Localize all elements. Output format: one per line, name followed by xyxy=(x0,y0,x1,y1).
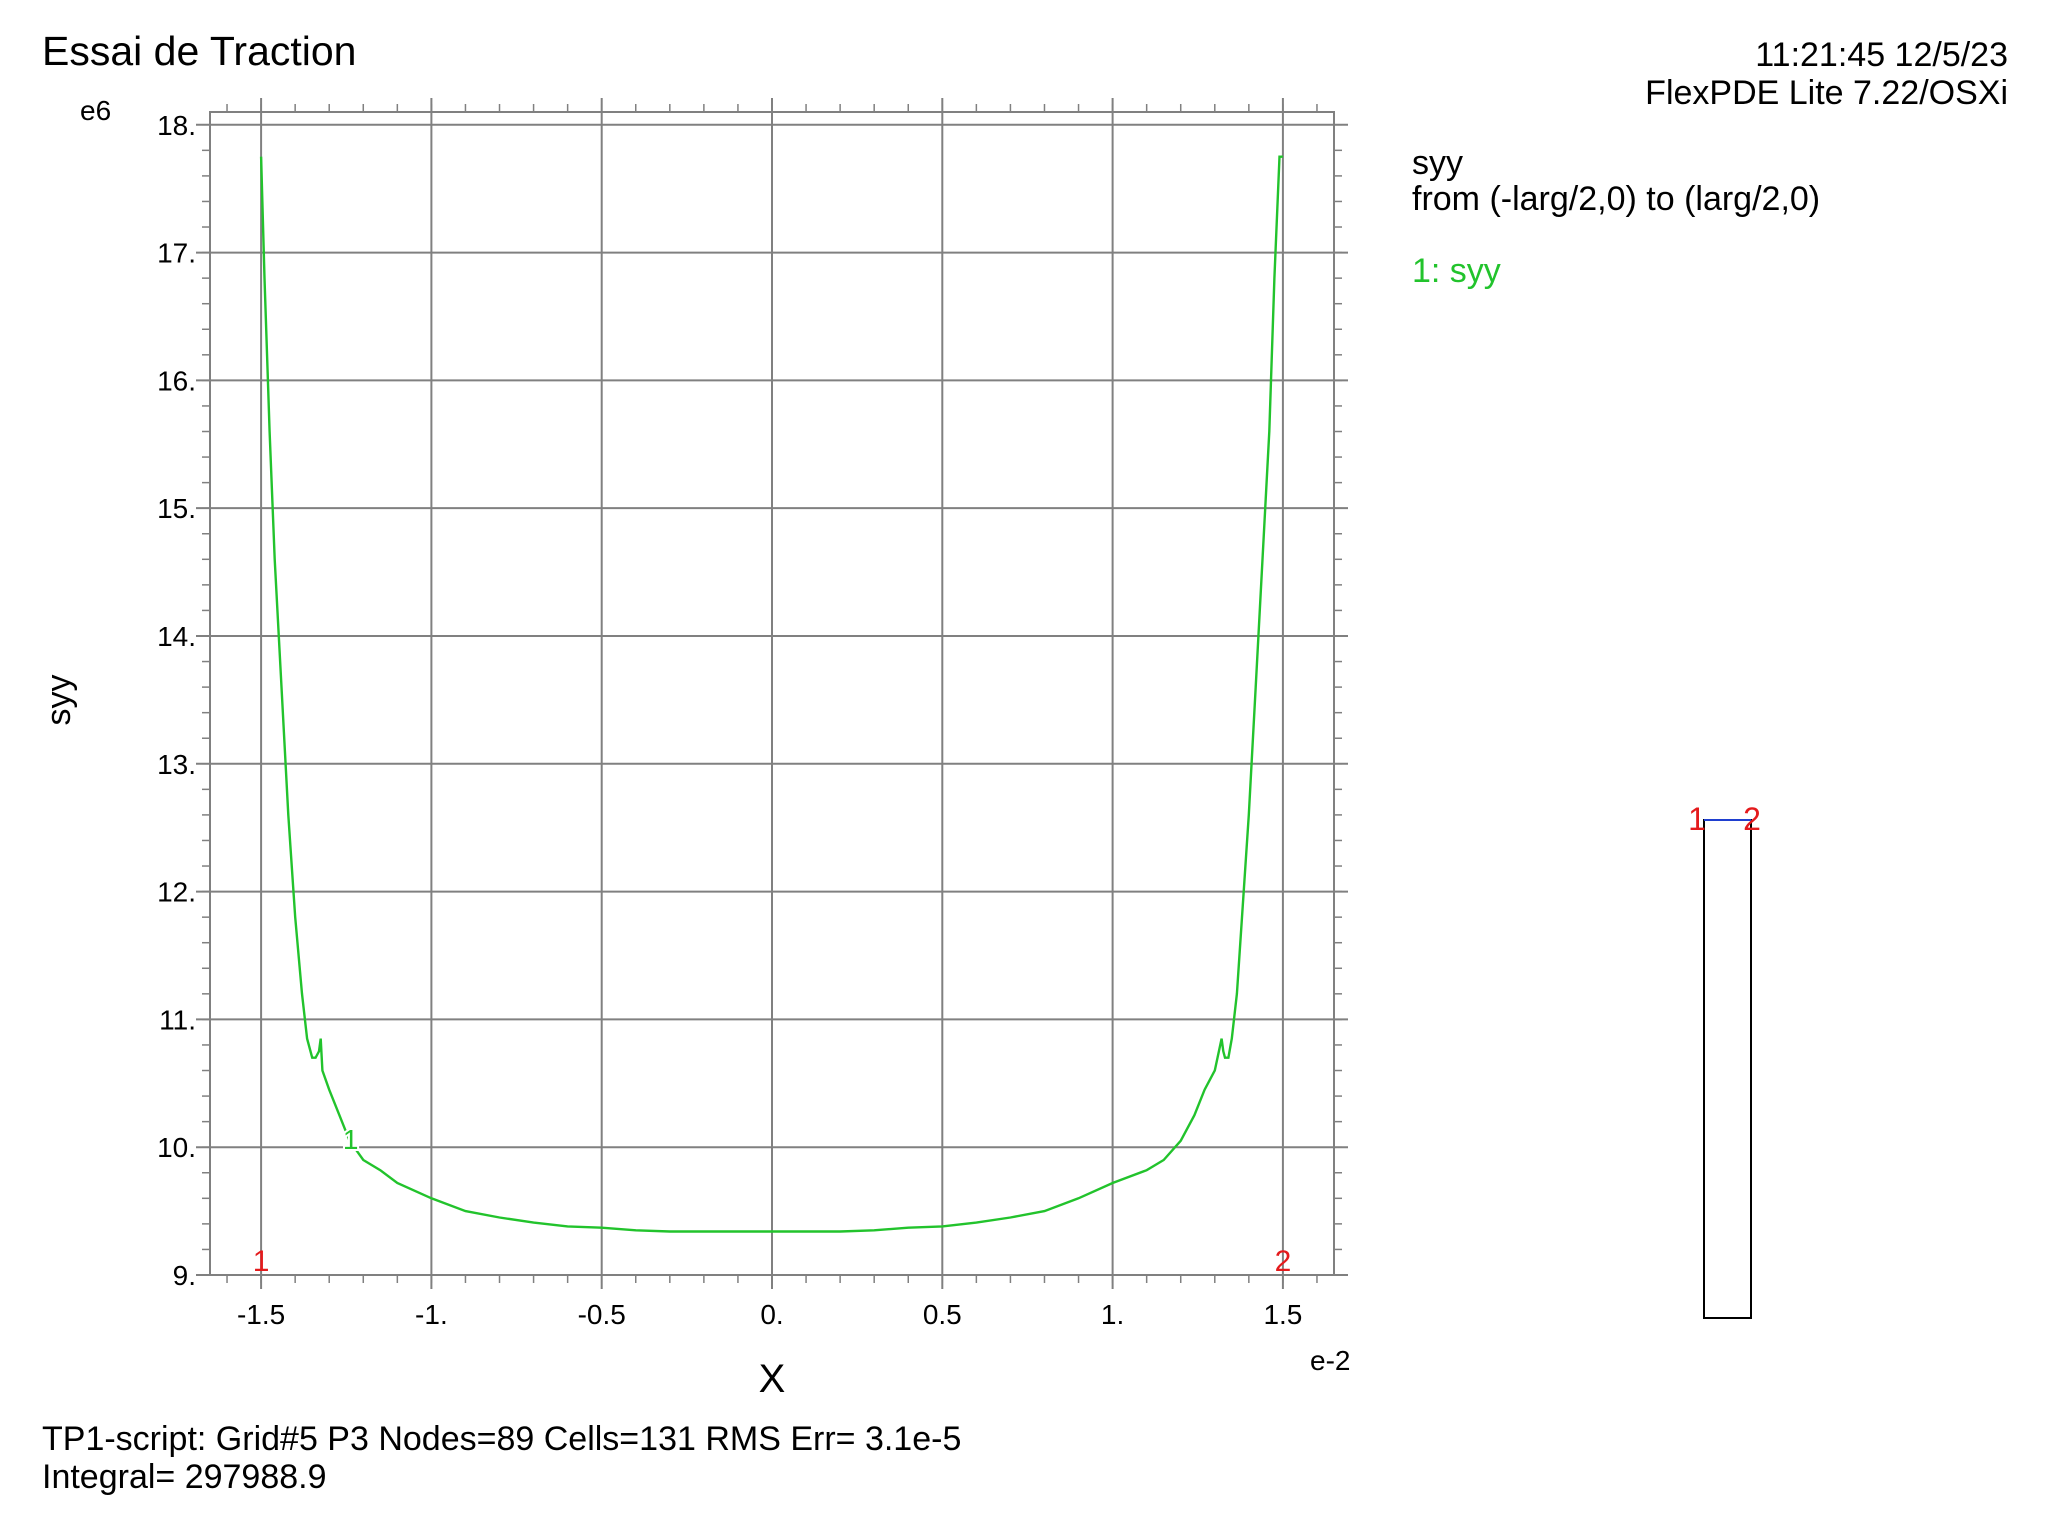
grid-layer xyxy=(196,98,1348,1289)
y-exponent-label: e6 xyxy=(80,95,111,126)
software-version: FlexPDE Lite 7.22/OSXi xyxy=(1645,74,2008,112)
y-tick-label: 16. xyxy=(157,365,196,396)
legend-path: from (-larg/2,0) to (larg/2,0) xyxy=(1412,180,1821,218)
inset-marker-1: 1 xyxy=(1688,801,1706,837)
tick-layer xyxy=(202,104,1342,1283)
y-tick-label: 13. xyxy=(157,749,196,780)
y-axis-label: syy xyxy=(40,675,78,726)
y-tick-label: 12. xyxy=(157,877,196,908)
x-tick-label: 0.5 xyxy=(923,1299,962,1330)
tick-label-layer: -1.5 -1. -0.5 0. 0.5 1. 1.5 9. 10. 11. 12. 13. 14. 15… xyxy=(157,110,1302,1330)
endpoint-marker-2: 2 xyxy=(1275,1245,1292,1278)
y-tick-label: 11. xyxy=(159,1004,196,1035)
inset-marker-2: 2 xyxy=(1743,801,1761,837)
x-axis-label: X xyxy=(759,1357,786,1401)
legend-variable: syy xyxy=(1412,144,1463,182)
x-tick-label: 0. xyxy=(760,1299,783,1330)
timestamp: 11:21:45 12/5/23 xyxy=(1755,36,2008,74)
y-tick-label: 10. xyxy=(157,1132,196,1163)
x-tick-label: -0.5 xyxy=(578,1299,626,1330)
footer-stats: TP1-script: Grid#5 P3 Nodes=89 Cells=131… xyxy=(42,1420,962,1458)
x-exponent-label: e-2 xyxy=(1310,1345,1350,1376)
domain-outline xyxy=(1703,819,1752,1319)
plot-title: Essai de Traction xyxy=(42,28,357,74)
domain-inset: 1 2 xyxy=(1688,801,1761,1319)
y-tick-label: 17. xyxy=(157,238,196,269)
legend-series-label: 1: syy xyxy=(1412,252,1501,290)
series-label-marker: 1 xyxy=(343,1124,359,1155)
x-tick-label: 1. xyxy=(1101,1299,1124,1330)
y-tick-label: 15. xyxy=(157,493,196,524)
y-tick-label: 18. xyxy=(157,110,196,141)
x-tick-label: 1.5 xyxy=(1263,1299,1302,1330)
endpoint-marker-1: 1 xyxy=(253,1245,270,1278)
series-curve-syy xyxy=(259,155,1283,1233)
x-tick-label: -1. xyxy=(415,1299,448,1330)
y-tick-label: 9. xyxy=(173,1260,196,1291)
y-tick-label: 14. xyxy=(157,621,196,652)
footer-integral: Integral= 297988.9 xyxy=(42,1458,327,1496)
x-tick-label: -1.5 xyxy=(237,1299,285,1330)
